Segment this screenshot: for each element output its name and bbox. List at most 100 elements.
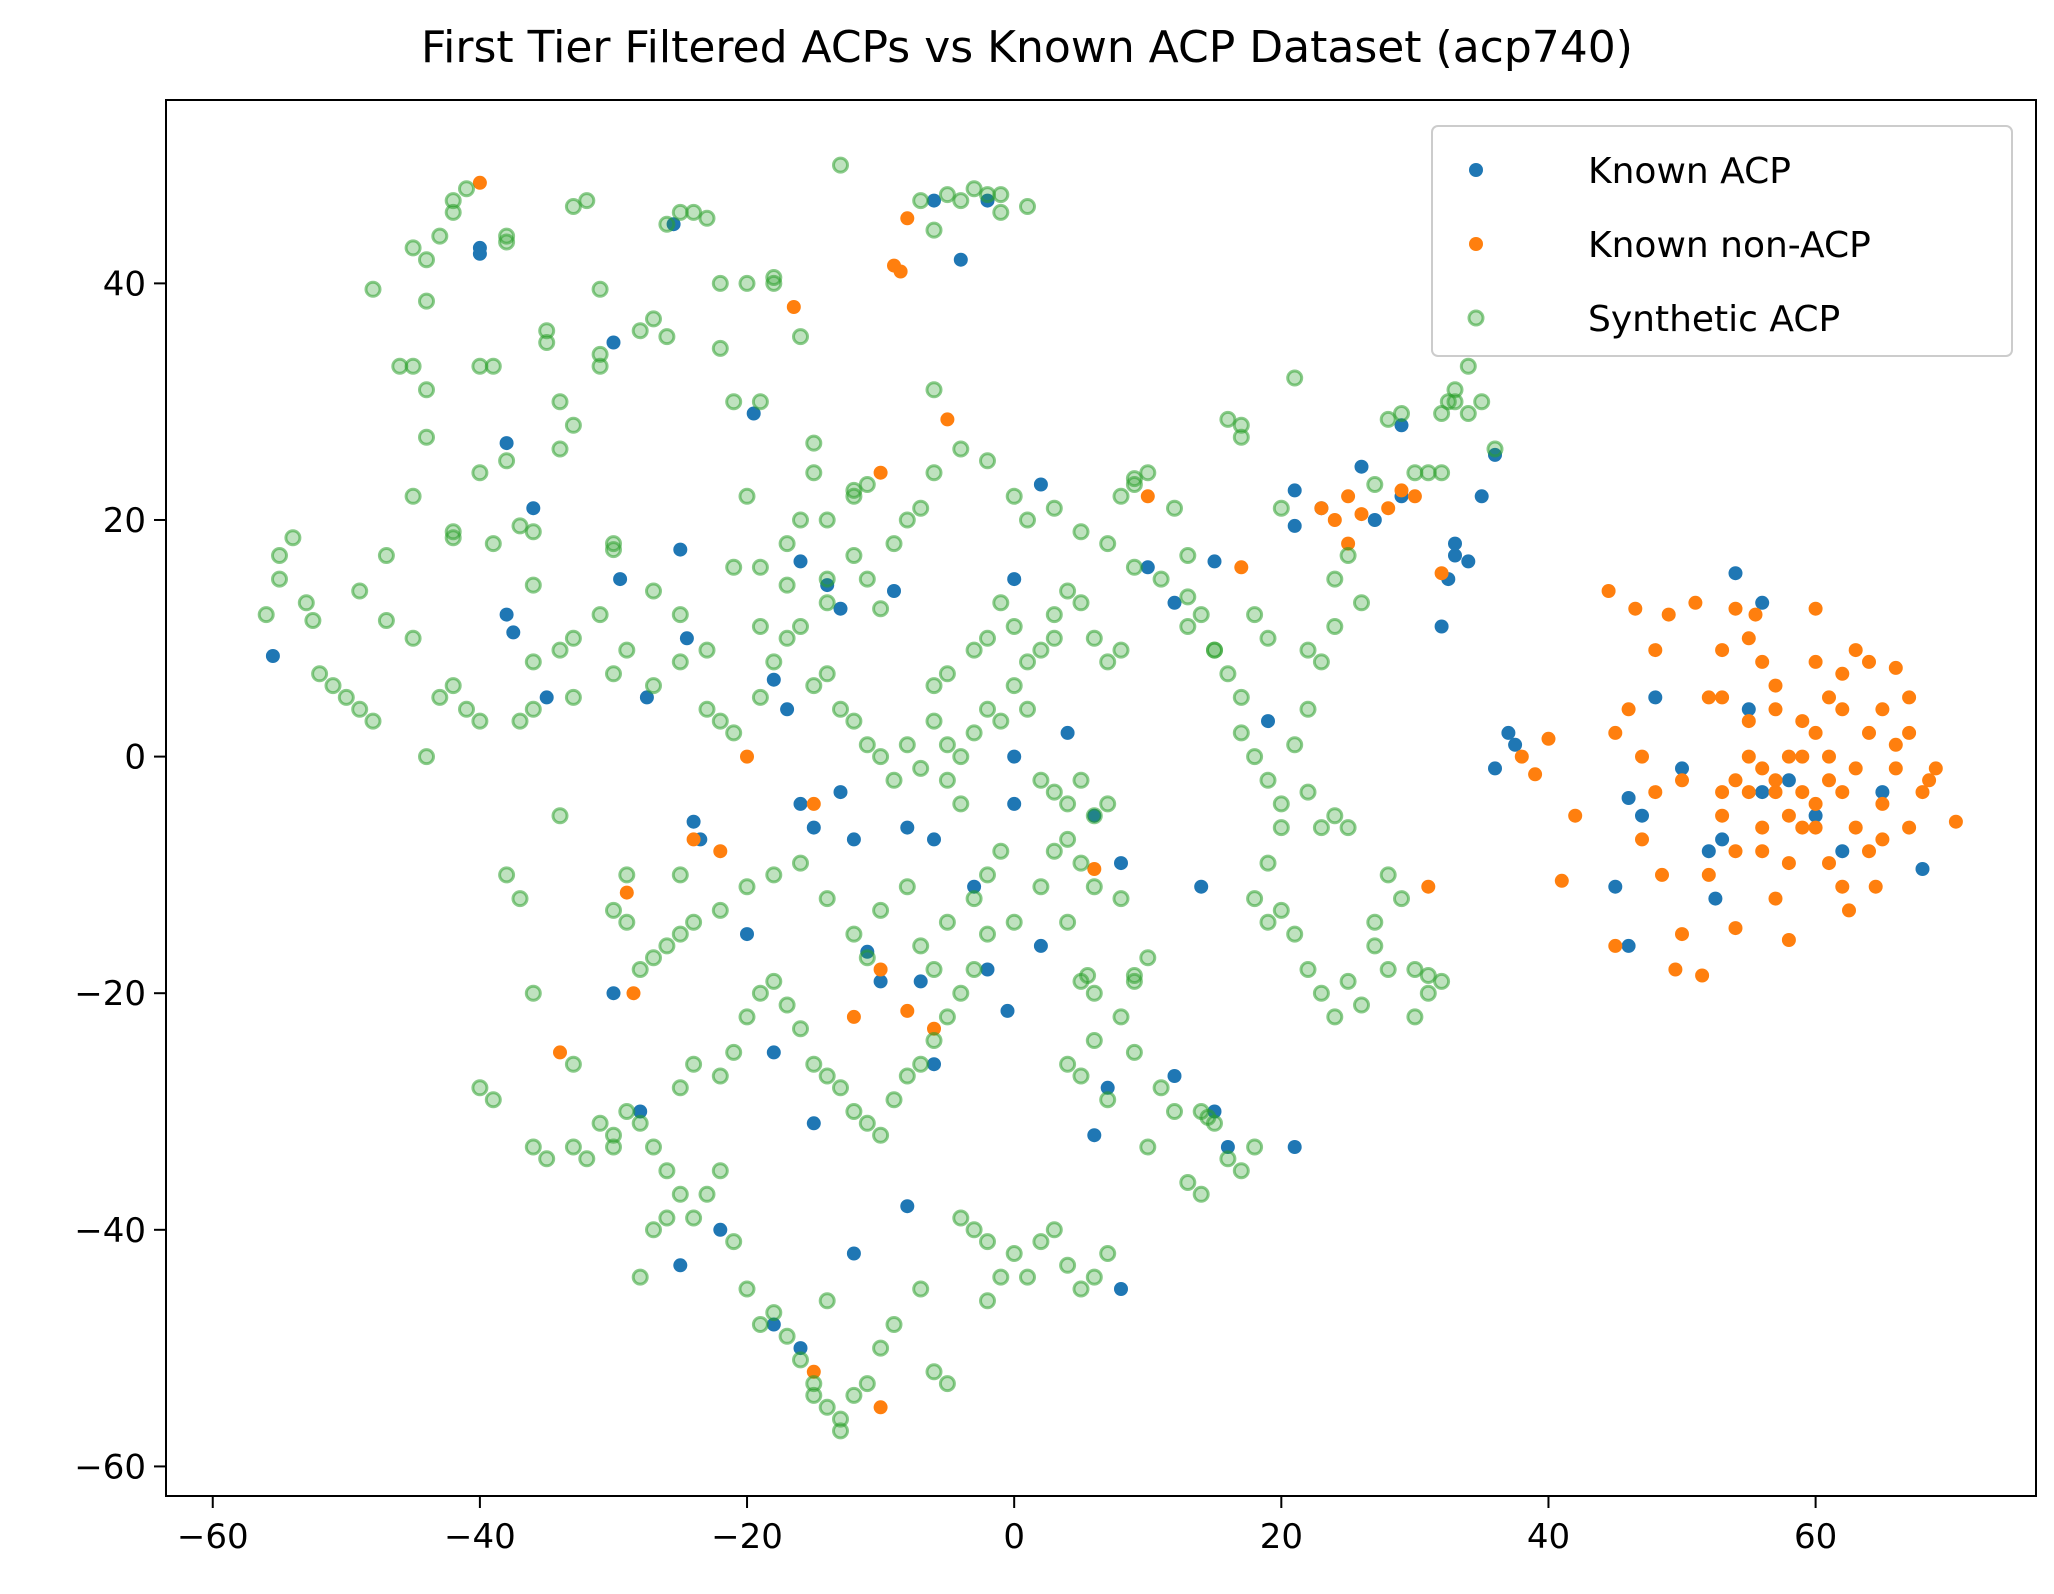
data-point [1100,1080,1115,1095]
data-point [713,844,728,859]
data-point [938,771,956,789]
data-point [1781,773,1796,788]
data-point [1621,702,1636,717]
data-point [564,688,582,706]
x-tick-label: 60 [1794,1517,1837,1557]
data-point [472,246,487,261]
data-point [1005,618,1023,635]
data-point [952,795,970,813]
data-point [484,535,502,553]
data-point [711,274,729,292]
data-point [606,335,621,350]
data-point [1085,1268,1103,1286]
y-tick-label: −20 [74,974,146,1014]
data-point [431,227,449,245]
data-point [1406,1008,1424,1026]
data-point [1367,513,1382,527]
data-point [1768,891,1783,906]
data-point [633,1104,648,1119]
data-point [1087,808,1102,823]
data-point [297,594,315,612]
data-point [845,1386,863,1404]
data-point [524,984,542,1002]
data-point [979,925,996,943]
data-point [591,357,609,375]
data-point [645,677,662,695]
data-point [1326,1008,1344,1026]
data-point [1419,984,1437,1002]
data-point [1259,854,1277,872]
data-point [1835,785,1850,800]
data-point [1781,749,1796,764]
data-point [526,501,541,516]
data-point [1287,483,1302,498]
data-point [1875,796,1890,811]
data-point [818,1398,836,1416]
data-point [1768,785,1783,800]
data-point [818,511,836,529]
data-point [1033,938,1048,953]
data-point [671,925,689,943]
data-point [539,690,554,705]
data-point [524,576,542,594]
data-point [1628,601,1643,616]
data-point [404,487,422,505]
data-point [1822,856,1836,871]
data-point [1695,968,1710,983]
data-point [740,927,754,942]
data-point [1272,795,1290,813]
data-point [418,292,435,310]
data-point [893,264,908,279]
data-point [738,274,756,292]
data-point [1822,773,1836,788]
data-point [793,796,808,811]
data-point [858,1375,876,1393]
data-point [1741,785,1756,800]
data-point [786,300,801,314]
data-point [858,1114,876,1132]
data-point [1259,771,1277,789]
data-point [845,1103,863,1120]
data-point [806,1116,821,1131]
data-point [1514,749,1529,764]
data-point [765,866,783,884]
data-point [1099,1245,1117,1262]
data-point [645,949,662,967]
data-point [818,570,836,588]
data-point [805,677,823,695]
data-point [1139,464,1157,482]
data-point [498,866,516,884]
data-point [806,796,821,811]
data-point [1461,554,1476,569]
data-point [1140,489,1155,504]
data-point [1085,807,1103,825]
legend-label: Synthetic ACP [1588,299,1840,340]
data-point [471,1079,489,1097]
data-point [1179,547,1197,564]
data-point [938,665,956,683]
data-point [952,1209,970,1227]
data-point [1220,1140,1235,1154]
data-point [925,381,943,399]
data-point [900,1003,915,1018]
data-point [364,280,382,298]
data-point [1192,606,1210,624]
data-point [1206,641,1223,659]
data-point [1902,725,1917,740]
data-point [846,1009,861,1024]
data-point [484,1091,502,1109]
data-point [1072,1067,1090,1085]
data-point [806,820,821,835]
y-tick-label: 20 [103,501,146,541]
data-point [1072,771,1090,789]
data-point [1728,601,1743,616]
data-point [938,1008,956,1026]
data-point [965,180,983,198]
data-point [605,665,622,683]
data-point [472,175,487,190]
data-point [1888,660,1903,675]
y-tick-label: 0 [124,738,146,778]
data-point [404,239,422,257]
data-point [1808,725,1823,740]
data-point [925,712,943,730]
